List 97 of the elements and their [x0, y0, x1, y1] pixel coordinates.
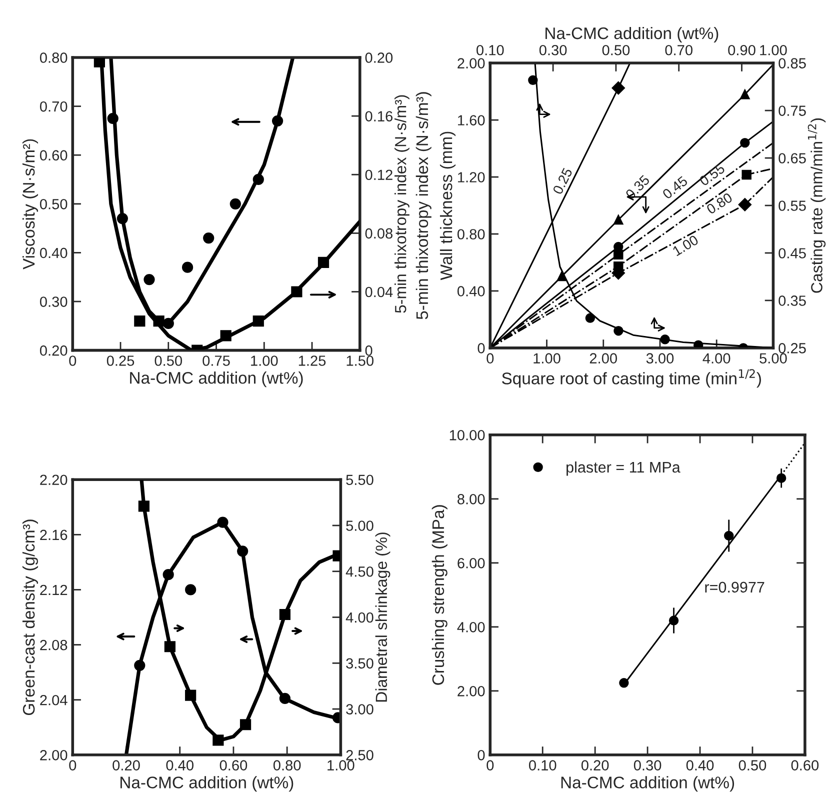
- x2-axis-title: Na-CMC addition (wt%): [546, 26, 718, 42]
- y-tick-label: 2.00: [40, 750, 68, 760]
- x-tick-label: 0.10: [528, 760, 556, 770]
- y2-axis-title: 5-min thixotropy index (N·s/m³): [394, 95, 410, 313]
- x-tick-label: 1.50: [346, 356, 374, 366]
- y2-tick-label: 0.04: [365, 286, 393, 298]
- y-axis-title: Crushing strength (MPa): [432, 505, 448, 685]
- x2-tick-label: 0.70: [665, 44, 692, 56]
- x2-tick-label: 0.50: [602, 44, 630, 56]
- x-tick-label: 1.00: [534, 353, 560, 364]
- y2-tick-label: 4.00: [346, 612, 374, 623]
- y-tick-label: 2.00: [458, 686, 485, 696]
- y2-tick-label: 0.16: [365, 111, 392, 122]
- x-tick-label: 3.00: [646, 353, 674, 364]
- y2-tick-label: 0.35: [778, 296, 806, 306]
- y2-tick-label: 2.50: [346, 750, 374, 760]
- y-tick-label: 1.60: [458, 115, 485, 126]
- text: 0.25: [552, 167, 573, 195]
- y2-tick-label: 0.12: [365, 170, 392, 180]
- y-tick-label: 2.08: [40, 640, 68, 650]
- text: 1.00: [672, 234, 700, 256]
- y-tick-label: 2.16: [40, 530, 68, 540]
- y2-tick-label: 5.50: [346, 474, 374, 486]
- y2-tick-label: 0.75: [778, 106, 806, 116]
- y-tick-label: 8.00: [458, 494, 485, 504]
- x2-tick-label: 0.10: [476, 44, 504, 56]
- y2-tick-label: 0.20: [365, 52, 393, 63]
- y-tick-label: 0.80: [457, 229, 485, 240]
- x-tick-label: 0.75: [202, 356, 230, 366]
- y-tick-label: 2.04: [40, 694, 68, 706]
- x-tick-label: 0.60: [791, 760, 819, 770]
- y2-tick-label: 0: [365, 345, 372, 356]
- y-tick-label: 0.40: [40, 248, 68, 258]
- y-tick-label: 1.20: [458, 172, 485, 182]
- text: 0.55: [698, 163, 726, 186]
- x-axis-title: Square root of casting time (min$^{1/2}$): [502, 369, 761, 388]
- x-tick-label: 0.80: [273, 760, 301, 770]
- x2-tick-label: 0.30: [539, 44, 567, 56]
- x2-tick-label: 0.90: [728, 44, 756, 56]
- y2-tick-label: 0.55: [778, 200, 806, 211]
- y-tick-label: 0: [478, 343, 485, 354]
- y-tick-label: 0.60: [40, 150, 68, 161]
- y-axis-title: Viscosity (N·s/m²): [22, 139, 38, 270]
- y-axis-title: Green-cast density (g/cm³): [22, 520, 38, 716]
- x2-tick-label: 1.00: [760, 44, 787, 56]
- x-tick-label: 1.25: [298, 356, 326, 366]
- y2-tick-label: 4.50: [346, 566, 374, 577]
- legend-label: 0.45: [662, 176, 688, 200]
- x-axis-title: Na-CMC addition (wt%): [130, 372, 303, 388]
- y2-tick-label: 0.65: [778, 153, 806, 164]
- x-tick-label: 0.30: [634, 760, 662, 770]
- x-tick-label: 0.20: [112, 760, 140, 770]
- y2-tick-label: 0.45: [778, 248, 806, 258]
- x-tick-label: 0.25: [106, 356, 134, 366]
- y2-tick-label: 0.25: [778, 343, 806, 354]
- y-tick-label: 0.50: [40, 198, 68, 210]
- y-tick-label: 10.00: [450, 430, 485, 440]
- y-tick-label: 6.00: [458, 558, 485, 568]
- x-tick-label: 0: [69, 760, 76, 770]
- x-tick-label: 0.60: [220, 760, 248, 770]
- x-tick-label: 0.40: [686, 760, 714, 770]
- x-tick-label: 0.20: [581, 760, 609, 770]
- y-tick-label: 0.30: [40, 296, 68, 307]
- x-tick-label: 1.00: [251, 356, 278, 366]
- x-axis-title: Na-CMC addition (wt%): [561, 776, 734, 792]
- y2-tick-label: 5.00: [346, 520, 374, 531]
- x-tick-label: 0: [486, 353, 494, 364]
- x-tick-label: 0: [486, 760, 494, 770]
- y-tick-label: 2.12: [40, 584, 68, 596]
- x-tick-label: 5.00: [760, 353, 787, 364]
- y2-tick-label: 3.50: [346, 658, 374, 669]
- y2-tick-label: 0.08: [365, 228, 392, 239]
- y-tick-label: 0.40: [457, 286, 485, 296]
- y2-tick-label: 3.00: [346, 704, 374, 714]
- y2-axis-title: Casting rate (mm/min$^{1/2}$): [808, 118, 826, 293]
- x-tick-label: 2.00: [590, 353, 617, 364]
- y-tick-label: 0: [478, 750, 485, 760]
- x-tick-label: 4.00: [702, 353, 730, 364]
- annotation: r=0.9977: [705, 582, 764, 593]
- y2-tick-label: 0.85: [778, 58, 806, 68]
- y-axis-title: Wall thickness (mm): [440, 132, 456, 280]
- x-tick-label: 0: [69, 356, 76, 366]
- text: 5-min thixotropy index (N·s/m³): [416, 92, 432, 320]
- y-tick-label: 0.70: [40, 101, 68, 112]
- x-tick-label: 0.50: [154, 356, 182, 366]
- x-tick-label: 0.50: [738, 760, 766, 770]
- x-axis-title: Na-CMC addition (wt%): [120, 776, 294, 792]
- y-tick-label: 0.80: [40, 52, 68, 63]
- y-tick-label: 2.00: [458, 58, 485, 68]
- text: 0.80: [706, 192, 734, 214]
- y-tick-label: 2.20: [40, 474, 68, 486]
- y-tick-label: 0.20: [40, 345, 68, 356]
- x-tick-label: 1.00: [328, 760, 354, 770]
- legend-label: plaster = 11 MPa: [566, 461, 680, 476]
- x-tick-label: 0.40: [166, 760, 194, 770]
- y2-axis-title: Diametral shrinkage (%): [375, 532, 390, 702]
- y-tick-label: 4.00: [457, 622, 485, 632]
